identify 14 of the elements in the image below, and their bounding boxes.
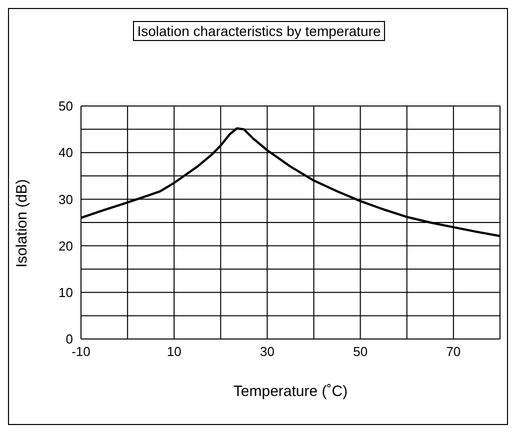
- y-tick-label: 0: [66, 332, 73, 347]
- y-tick-label: 30: [58, 192, 73, 207]
- x-tick-label: 10: [166, 344, 182, 360]
- x-tick-label: 50: [353, 344, 368, 360]
- y-tick-label: 40: [58, 145, 73, 160]
- y-tick-label: 10: [58, 285, 73, 300]
- x-axis-title: Temperature (˚C): [233, 383, 348, 400]
- y-tick-label: 20: [58, 238, 73, 254]
- x-tick-label: 70: [446, 344, 461, 360]
- x-tick-label: 30: [260, 344, 274, 360]
- x-tick-label: -10: [72, 344, 90, 360]
- chart-title: Isolation characteristics by temperature: [133, 21, 385, 41]
- y-tick-label: 50: [58, 98, 73, 114]
- y-axis-title: Isolation (dB): [13, 179, 30, 268]
